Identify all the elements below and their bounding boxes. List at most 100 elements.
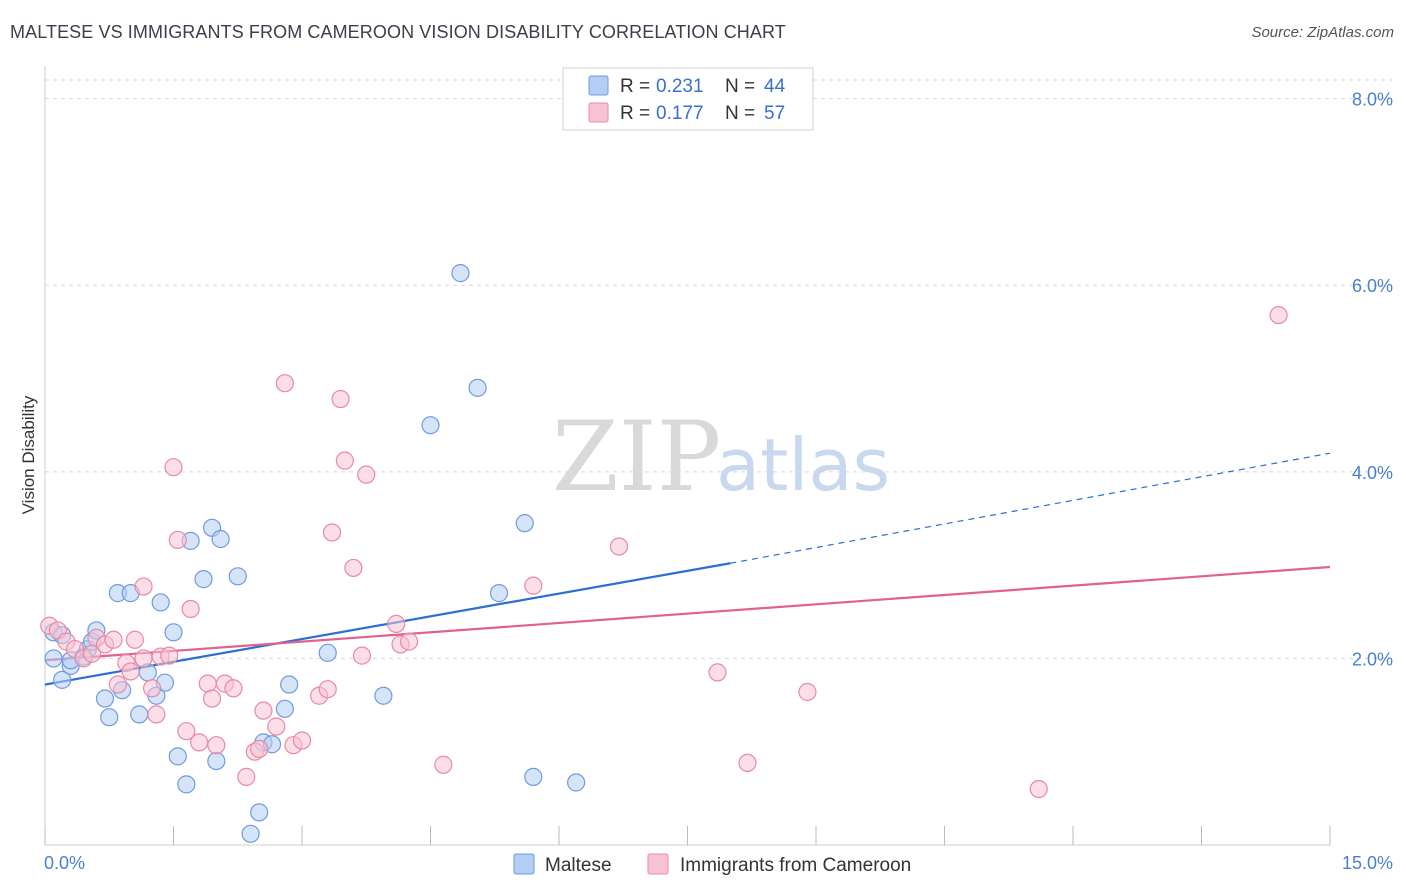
source-credit: Source: ZipAtlas.com xyxy=(1251,24,1394,41)
cameroon-point xyxy=(387,614,406,633)
watermark: ZIP atlas xyxy=(552,401,890,513)
cameroon-point xyxy=(399,632,419,651)
cameroon-point xyxy=(1029,779,1048,799)
cameroon-point xyxy=(168,530,187,550)
maltese-point xyxy=(130,705,149,724)
cameroon-point xyxy=(322,523,342,542)
x-tick-labels: 0.0% 15.0% xyxy=(44,853,1393,873)
cameroon-point xyxy=(275,374,294,393)
x-tick-label: 15.0% xyxy=(1342,853,1393,873)
cameroon-point xyxy=(164,458,183,477)
cameroon-point xyxy=(708,663,727,682)
cameroon-point xyxy=(160,646,179,665)
legend-swatch-cameroon xyxy=(588,102,609,123)
watermark-zip: ZIP xyxy=(552,401,721,513)
cameroon-point xyxy=(134,649,153,668)
maltese-point xyxy=(451,264,470,283)
legend-n-value: 44 xyxy=(764,76,786,97)
maltese-point xyxy=(421,416,440,435)
maltese-point xyxy=(515,514,534,533)
maltese-point xyxy=(53,670,72,689)
cameroon-point xyxy=(524,576,543,595)
gridlines xyxy=(45,79,1392,659)
cameroon-point xyxy=(1269,305,1288,325)
legend-n-label: N = xyxy=(725,103,755,124)
maltese-point xyxy=(207,751,226,771)
cameroon-point xyxy=(352,646,372,665)
series-legend-label-cameroon: Immigrants from Cameroon xyxy=(680,855,911,876)
maltese-point xyxy=(151,593,170,612)
cameroon-point xyxy=(738,753,757,773)
maltese-point xyxy=(567,773,586,792)
cameroon-point xyxy=(609,537,629,556)
maltese-point xyxy=(211,529,230,549)
maltese-point xyxy=(318,643,337,662)
cameroon-point xyxy=(254,701,273,720)
cameroon-point xyxy=(121,662,140,681)
legend-n-value: 57 xyxy=(764,103,785,124)
cameroon-point xyxy=(292,731,312,750)
maltese-point xyxy=(468,378,487,397)
cameroon-point xyxy=(104,630,123,649)
series-legend: Maltese Immigrants from Cameroon xyxy=(513,853,911,876)
maltese-point xyxy=(44,649,63,668)
y-tick-label: 4.0% xyxy=(1352,463,1393,483)
cameroon-point xyxy=(134,577,153,596)
cameroon-trend-line xyxy=(44,565,1331,662)
cameroon-point xyxy=(202,689,222,708)
cameroon-point xyxy=(142,679,162,698)
cameroon-point xyxy=(357,465,376,484)
cameroon-point xyxy=(344,558,363,578)
y-axis-label: Vision Disability xyxy=(19,395,38,514)
cameroon-point xyxy=(237,767,256,786)
cameroon-point xyxy=(177,722,196,741)
y-tick-label: 2.0% xyxy=(1352,649,1393,669)
x-tick-label: 0.0% xyxy=(44,853,85,873)
series-legend-label-maltese: Maltese xyxy=(545,855,612,876)
legend-r-label: R = xyxy=(620,76,650,97)
cameroon-point xyxy=(250,739,269,759)
maltese-point xyxy=(250,803,269,822)
watermark-atlas: atlas xyxy=(716,423,890,507)
maltese-point xyxy=(228,567,247,586)
chart-title: MALTESE VS IMMIGRANTS FROM CAMEROON VISI… xyxy=(10,22,786,42)
maltese-point xyxy=(164,623,183,642)
y-tick-labels: 2.0% 4.0% 6.0% 8.0% xyxy=(1352,90,1393,670)
legend-r-label: R = xyxy=(620,103,650,124)
cameroon-point xyxy=(798,682,817,702)
maltese-point xyxy=(280,675,299,694)
y-tick-label: 6.0% xyxy=(1352,276,1393,296)
cameroon-point xyxy=(108,675,127,694)
cameroon-point xyxy=(335,451,354,470)
maltese-point xyxy=(241,824,260,843)
series-legend-swatch-cameroon xyxy=(647,853,669,875)
cameroon-point xyxy=(224,679,243,698)
legend-swatch-maltese xyxy=(588,75,609,96)
cameroon-point xyxy=(125,630,145,649)
maltese-point xyxy=(168,747,187,766)
maltese-point xyxy=(194,570,213,589)
data-points xyxy=(40,264,1288,843)
maltese-point xyxy=(524,767,543,786)
maltese-point xyxy=(177,775,196,794)
maltese-point xyxy=(95,689,115,708)
cameroon-point xyxy=(181,599,200,619)
cameroon-point xyxy=(434,755,453,774)
legend-n-label: N = xyxy=(725,76,755,97)
cameroon-point xyxy=(267,717,286,736)
cameroon-point xyxy=(147,705,166,724)
maltese-point xyxy=(275,699,294,718)
cameroon-point xyxy=(207,736,226,755)
cameroon-point xyxy=(190,733,209,752)
legend-r-value: 0.177 xyxy=(656,103,704,124)
legend-r-value: 0.231 xyxy=(656,76,704,97)
cameroon-point xyxy=(318,680,337,699)
maltese-point xyxy=(100,708,119,727)
stats-legend: R = 0.231 N = 44 R = 0.177 N = 57 xyxy=(562,67,814,131)
cameroon-point xyxy=(331,389,350,409)
maltese-trend-extension xyxy=(730,452,1331,564)
maltese-point xyxy=(489,584,509,603)
series-legend-swatch-maltese xyxy=(513,853,535,875)
maltese-point xyxy=(374,686,393,705)
